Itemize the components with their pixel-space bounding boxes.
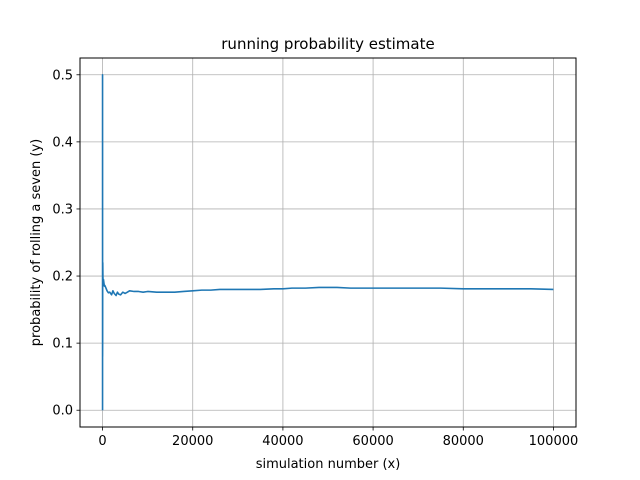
x-tick-label: 20000 bbox=[172, 434, 213, 449]
x-tick-label: 60000 bbox=[352, 434, 393, 449]
plot-frame bbox=[79, 57, 577, 428]
y-axis-title: probability of rolling a seven (y) bbox=[29, 139, 44, 346]
x-tick-label: 80000 bbox=[443, 434, 484, 449]
y-tick-label: 0.3 bbox=[52, 202, 73, 217]
series bbox=[101, 73, 554, 411]
chart-title: running probability estimate bbox=[221, 35, 434, 53]
x-tick-label: 0 bbox=[98, 434, 106, 449]
x-tick-label: 100000 bbox=[529, 434, 579, 449]
x-axis: 0 20000 40000 60000 80000 100000 bbox=[98, 427, 578, 449]
x-axis-title: simulation number (x) bbox=[256, 457, 401, 472]
y-tick-label: 0.0 bbox=[52, 404, 73, 419]
x-tick-label: 40000 bbox=[262, 434, 303, 449]
y-tick-label: 0.2 bbox=[52, 270, 73, 285]
grid bbox=[80, 58, 576, 427]
series-line bbox=[101, 73, 554, 411]
y-tick-label: 0.5 bbox=[52, 68, 73, 83]
y-tick-label: 0.1 bbox=[52, 337, 73, 352]
y-axis: 0.0 0.1 0.2 0.3 0.4 0.5 bbox=[52, 68, 80, 419]
y-tick-label: 0.4 bbox=[52, 135, 73, 150]
